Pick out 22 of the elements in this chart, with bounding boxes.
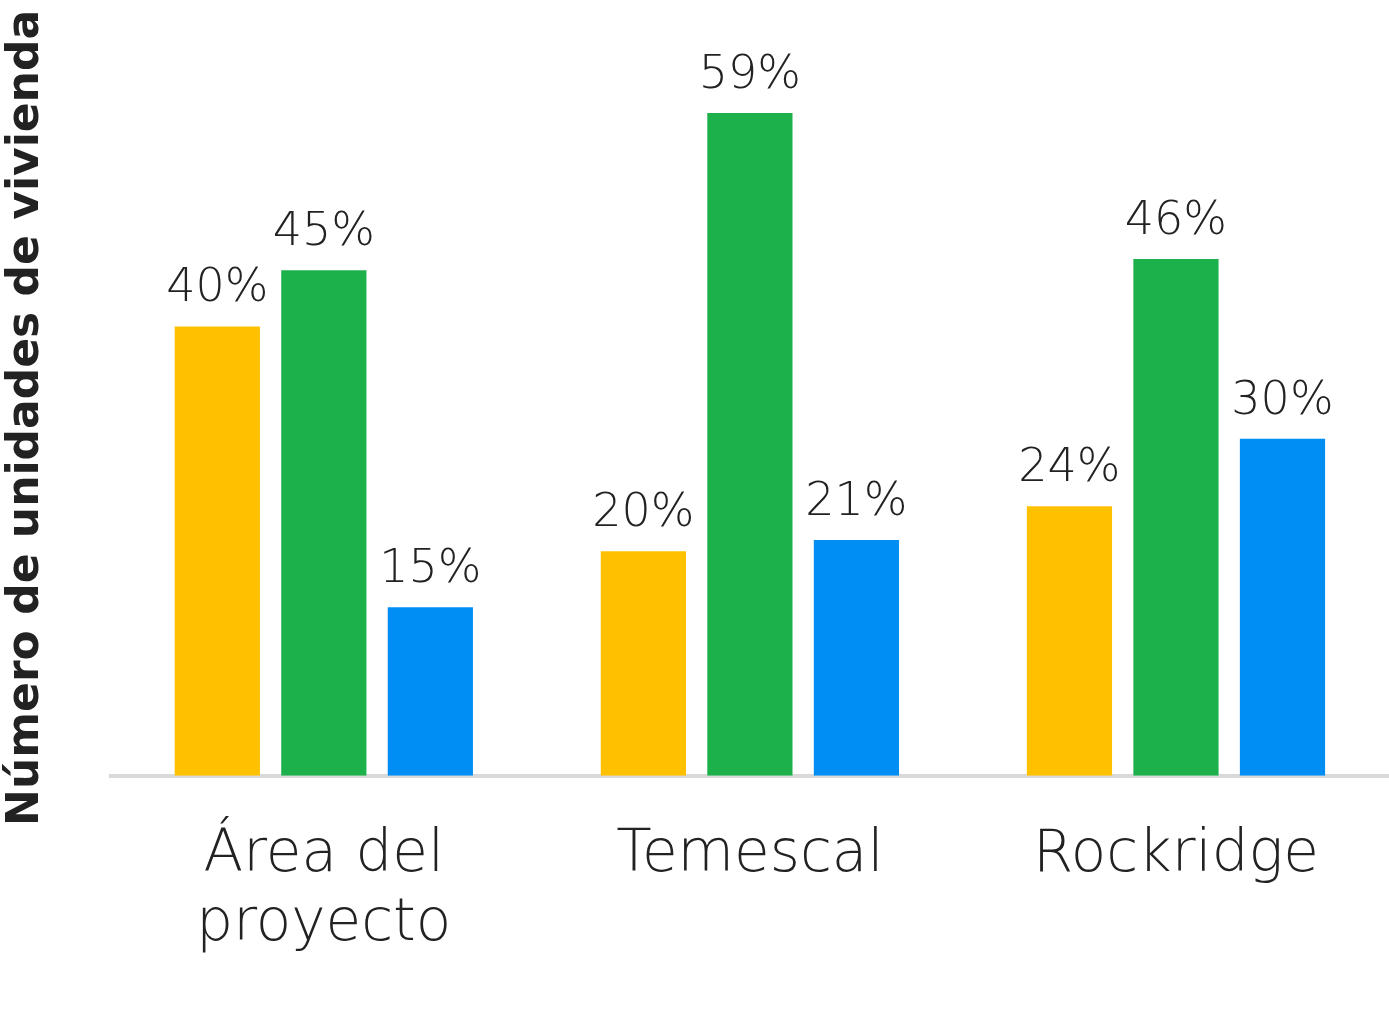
bar (707, 113, 793, 776)
y-axis-title: Número de unidades de vivienda (0, 9, 48, 826)
data-label: 59% (698, 44, 802, 99)
bar (1026, 506, 1113, 776)
bar (387, 607, 473, 776)
bar (600, 551, 686, 776)
data-label: 21% (805, 471, 908, 526)
x-tick-label: Área del proyecto (196, 815, 452, 955)
x-tick-label: Rockridge (1033, 816, 1319, 885)
bar (174, 326, 260, 776)
data-label: 46% (1124, 191, 1228, 246)
data-label: 20% (592, 483, 695, 538)
bar (813, 539, 900, 776)
data-label: 45% (272, 202, 375, 257)
bar (281, 270, 367, 776)
x-tick-label: Temescal (616, 816, 884, 885)
bar (1239, 438, 1326, 776)
data-label: 40% (166, 258, 269, 313)
bar (1133, 259, 1219, 776)
data-label: 15% (379, 539, 482, 594)
data-label: 24% (1018, 438, 1121, 493)
data-label: 30% (1231, 370, 1334, 425)
